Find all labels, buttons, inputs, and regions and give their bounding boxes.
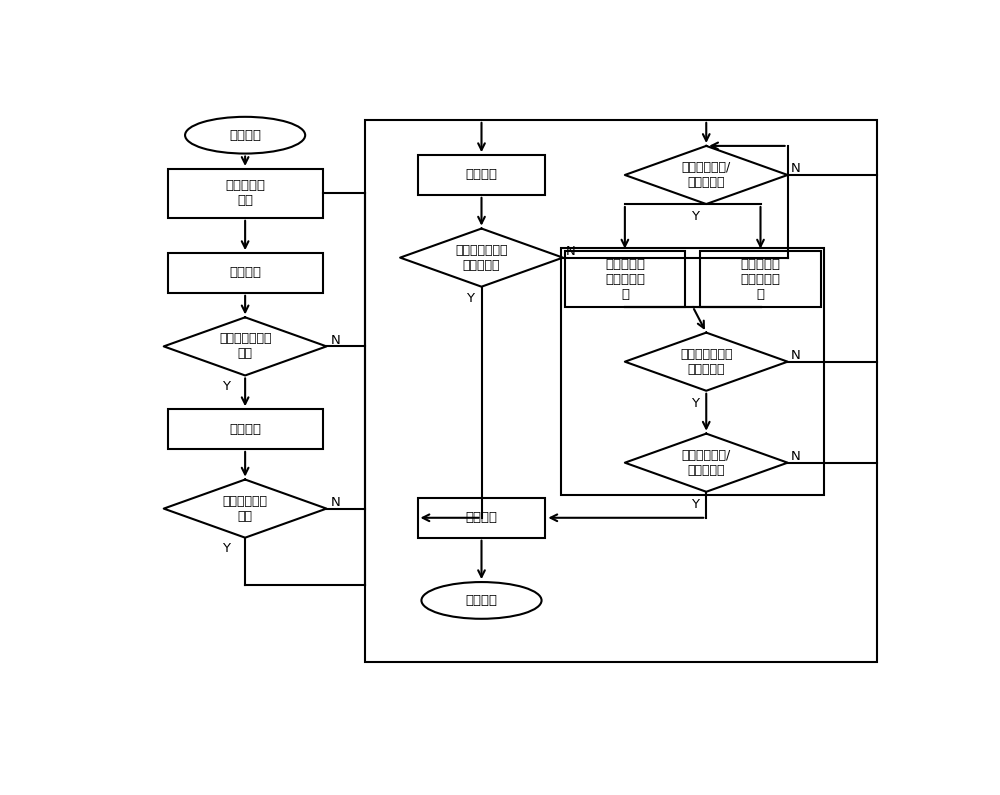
Text: 起始速度：
中部牵引工
况: 起始速度： 中部牵引工 况 <box>605 258 645 301</box>
Bar <box>168 169 323 218</box>
Bar <box>365 120 877 661</box>
Bar <box>168 253 323 293</box>
Text: 到达惰行起始/
终止速度？: 到达惰行起始/ 终止速度？ <box>682 161 731 189</box>
Text: 到达惰行终止/
起始速度？: 到达惰行终止/ 起始速度？ <box>682 448 731 477</box>
Bar <box>418 498 545 537</box>
Text: 初始化列车
状态: 初始化列车 状态 <box>225 180 265 207</box>
Text: N: N <box>331 496 341 509</box>
Text: N: N <box>566 245 576 258</box>
Text: Y: Y <box>691 498 699 510</box>
Text: 惰行工况: 惰行工况 <box>466 169 498 181</box>
Text: 到达惰行点位
置？: 到达惰行点位 置？ <box>223 494 268 522</box>
Text: Y: Y <box>691 210 699 223</box>
Text: Y: Y <box>691 397 699 409</box>
Text: Y: Y <box>222 380 230 393</box>
Bar <box>418 155 545 195</box>
Text: 终止速度：
中部制动工
况: 终止速度： 中部制动工 况 <box>740 258 780 301</box>
Text: N: N <box>790 162 800 176</box>
Text: 列车起动: 列车起动 <box>229 129 261 142</box>
Text: 是否可转入进站
制动工况？: 是否可转入进站 制动工况？ <box>680 347 732 376</box>
Text: 制动工况: 制动工况 <box>466 511 498 524</box>
Text: 牵引工况: 牵引工况 <box>229 266 261 279</box>
Bar <box>561 248 824 494</box>
Text: 到达惰行终止速
度？: 到达惰行终止速 度？ <box>219 332 271 360</box>
Text: N: N <box>331 334 341 347</box>
Bar <box>565 251 685 307</box>
Text: 是否可转入进站
制动工况？: 是否可转入进站 制动工况？ <box>455 243 508 272</box>
Text: 列车停站: 列车停站 <box>466 594 498 607</box>
Bar <box>700 251 821 307</box>
Text: Y: Y <box>222 542 230 555</box>
Text: N: N <box>790 349 800 362</box>
Text: Y: Y <box>466 293 474 305</box>
Text: N: N <box>790 450 800 463</box>
Text: 巡航工况: 巡航工况 <box>229 422 261 436</box>
Bar <box>168 409 323 449</box>
